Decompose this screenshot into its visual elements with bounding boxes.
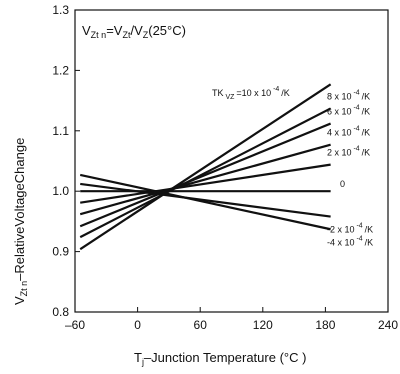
series-label-post: /K — [362, 128, 371, 138]
series-label-pre: TK — [212, 88, 224, 98]
series-label-pre: 4 x 10 — [327, 128, 352, 138]
series-label: 8 x 10 -4 /K — [327, 89, 370, 101]
series-label-pre: 0 — [340, 179, 345, 189]
series-label: -2 x 10 -4 /K — [327, 223, 373, 235]
x-tick-label: 0 — [134, 318, 141, 332]
y-axis-title-sub: Zt n — [19, 281, 29, 297]
formula-v1: V — [82, 23, 91, 38]
y-axis-title-rest: –RelativeVoltageChange — [12, 138, 27, 281]
x-axis-title-prefix: T — [134, 350, 142, 365]
x-axis-title: Tj–Junction Temperature (°C ) — [134, 350, 306, 367]
series-label: 0 — [340, 179, 345, 189]
x-tick-label: 180 — [315, 318, 335, 332]
x-tick-label: 240 — [378, 318, 398, 332]
y-axis-title: VZt n–RelativeVoltageChange — [12, 138, 29, 305]
series-lines — [80, 84, 330, 249]
series-label-sup: -4 — [352, 105, 362, 112]
series-label: -4 x 10 -4 /K — [327, 235, 373, 247]
formula-sub1: Zt n — [91, 30, 107, 40]
series-label-pre: -2 x 10 — [327, 225, 355, 235]
y-tick-label: 1.2 — [52, 63, 69, 77]
series-line — [80, 108, 330, 237]
series-label-pre: 6 x 10 — [327, 107, 352, 117]
series-label-pre: 2 x 10 — [327, 148, 352, 158]
series-label-post: /K — [365, 237, 374, 247]
series-label-sup: -4 — [352, 89, 362, 96]
series-label: 4 x 10 -4 /K — [327, 126, 370, 138]
series-label: 6 x 10 -4 /K — [327, 105, 370, 117]
y-axis-title-prefix: V — [12, 296, 27, 305]
series-label-pre: -4 x 10 — [327, 237, 355, 247]
series-label-sup: -4 — [355, 235, 365, 242]
series-label-sup: -4 — [352, 146, 362, 153]
series-label: 2 x 10 -4 /K — [327, 146, 370, 158]
formula-text: VZt n=VZt/VZ(25°C) — [82, 23, 186, 40]
y-tick-label: 1.0 — [52, 184, 69, 198]
formula-tail: (25°C) — [148, 23, 186, 38]
plot-frame — [75, 10, 388, 312]
x-tick-label: 60 — [194, 318, 208, 332]
formula-mid: /V — [130, 23, 143, 38]
series-line — [80, 84, 330, 249]
x-axis-title-rest: –Junction Temperature (°C ) — [144, 350, 306, 365]
series-label-mid: =10 x 10 — [236, 88, 271, 98]
series-label-sup: -4 — [355, 223, 365, 230]
series-label-post: /K — [362, 91, 371, 101]
y-tick-label: 0.9 — [52, 245, 69, 259]
series-label-sup: -4 — [271, 86, 281, 93]
series-label-post: /K — [362, 107, 371, 117]
formula-eq: =V — [106, 23, 123, 38]
series-label-sub: VZ — [224, 94, 237, 101]
series-label-post: /K — [362, 148, 371, 158]
series-label-post: /K — [281, 88, 290, 98]
series-label: TK VZ =10 x 10 -4 /K — [212, 86, 290, 101]
series-label-sup: -4 — [352, 126, 362, 133]
y-tick-label: 0.8 — [52, 305, 69, 319]
series-line — [80, 145, 330, 214]
y-tick-label: 1.3 — [52, 3, 69, 17]
x-tick-label: 120 — [253, 318, 273, 332]
series-label-pre: 8 x 10 — [327, 91, 352, 101]
series-label-post: /K — [365, 225, 374, 235]
x-tick-label: –60 — [65, 318, 85, 332]
y-tick-label: 1.1 — [52, 124, 69, 138]
